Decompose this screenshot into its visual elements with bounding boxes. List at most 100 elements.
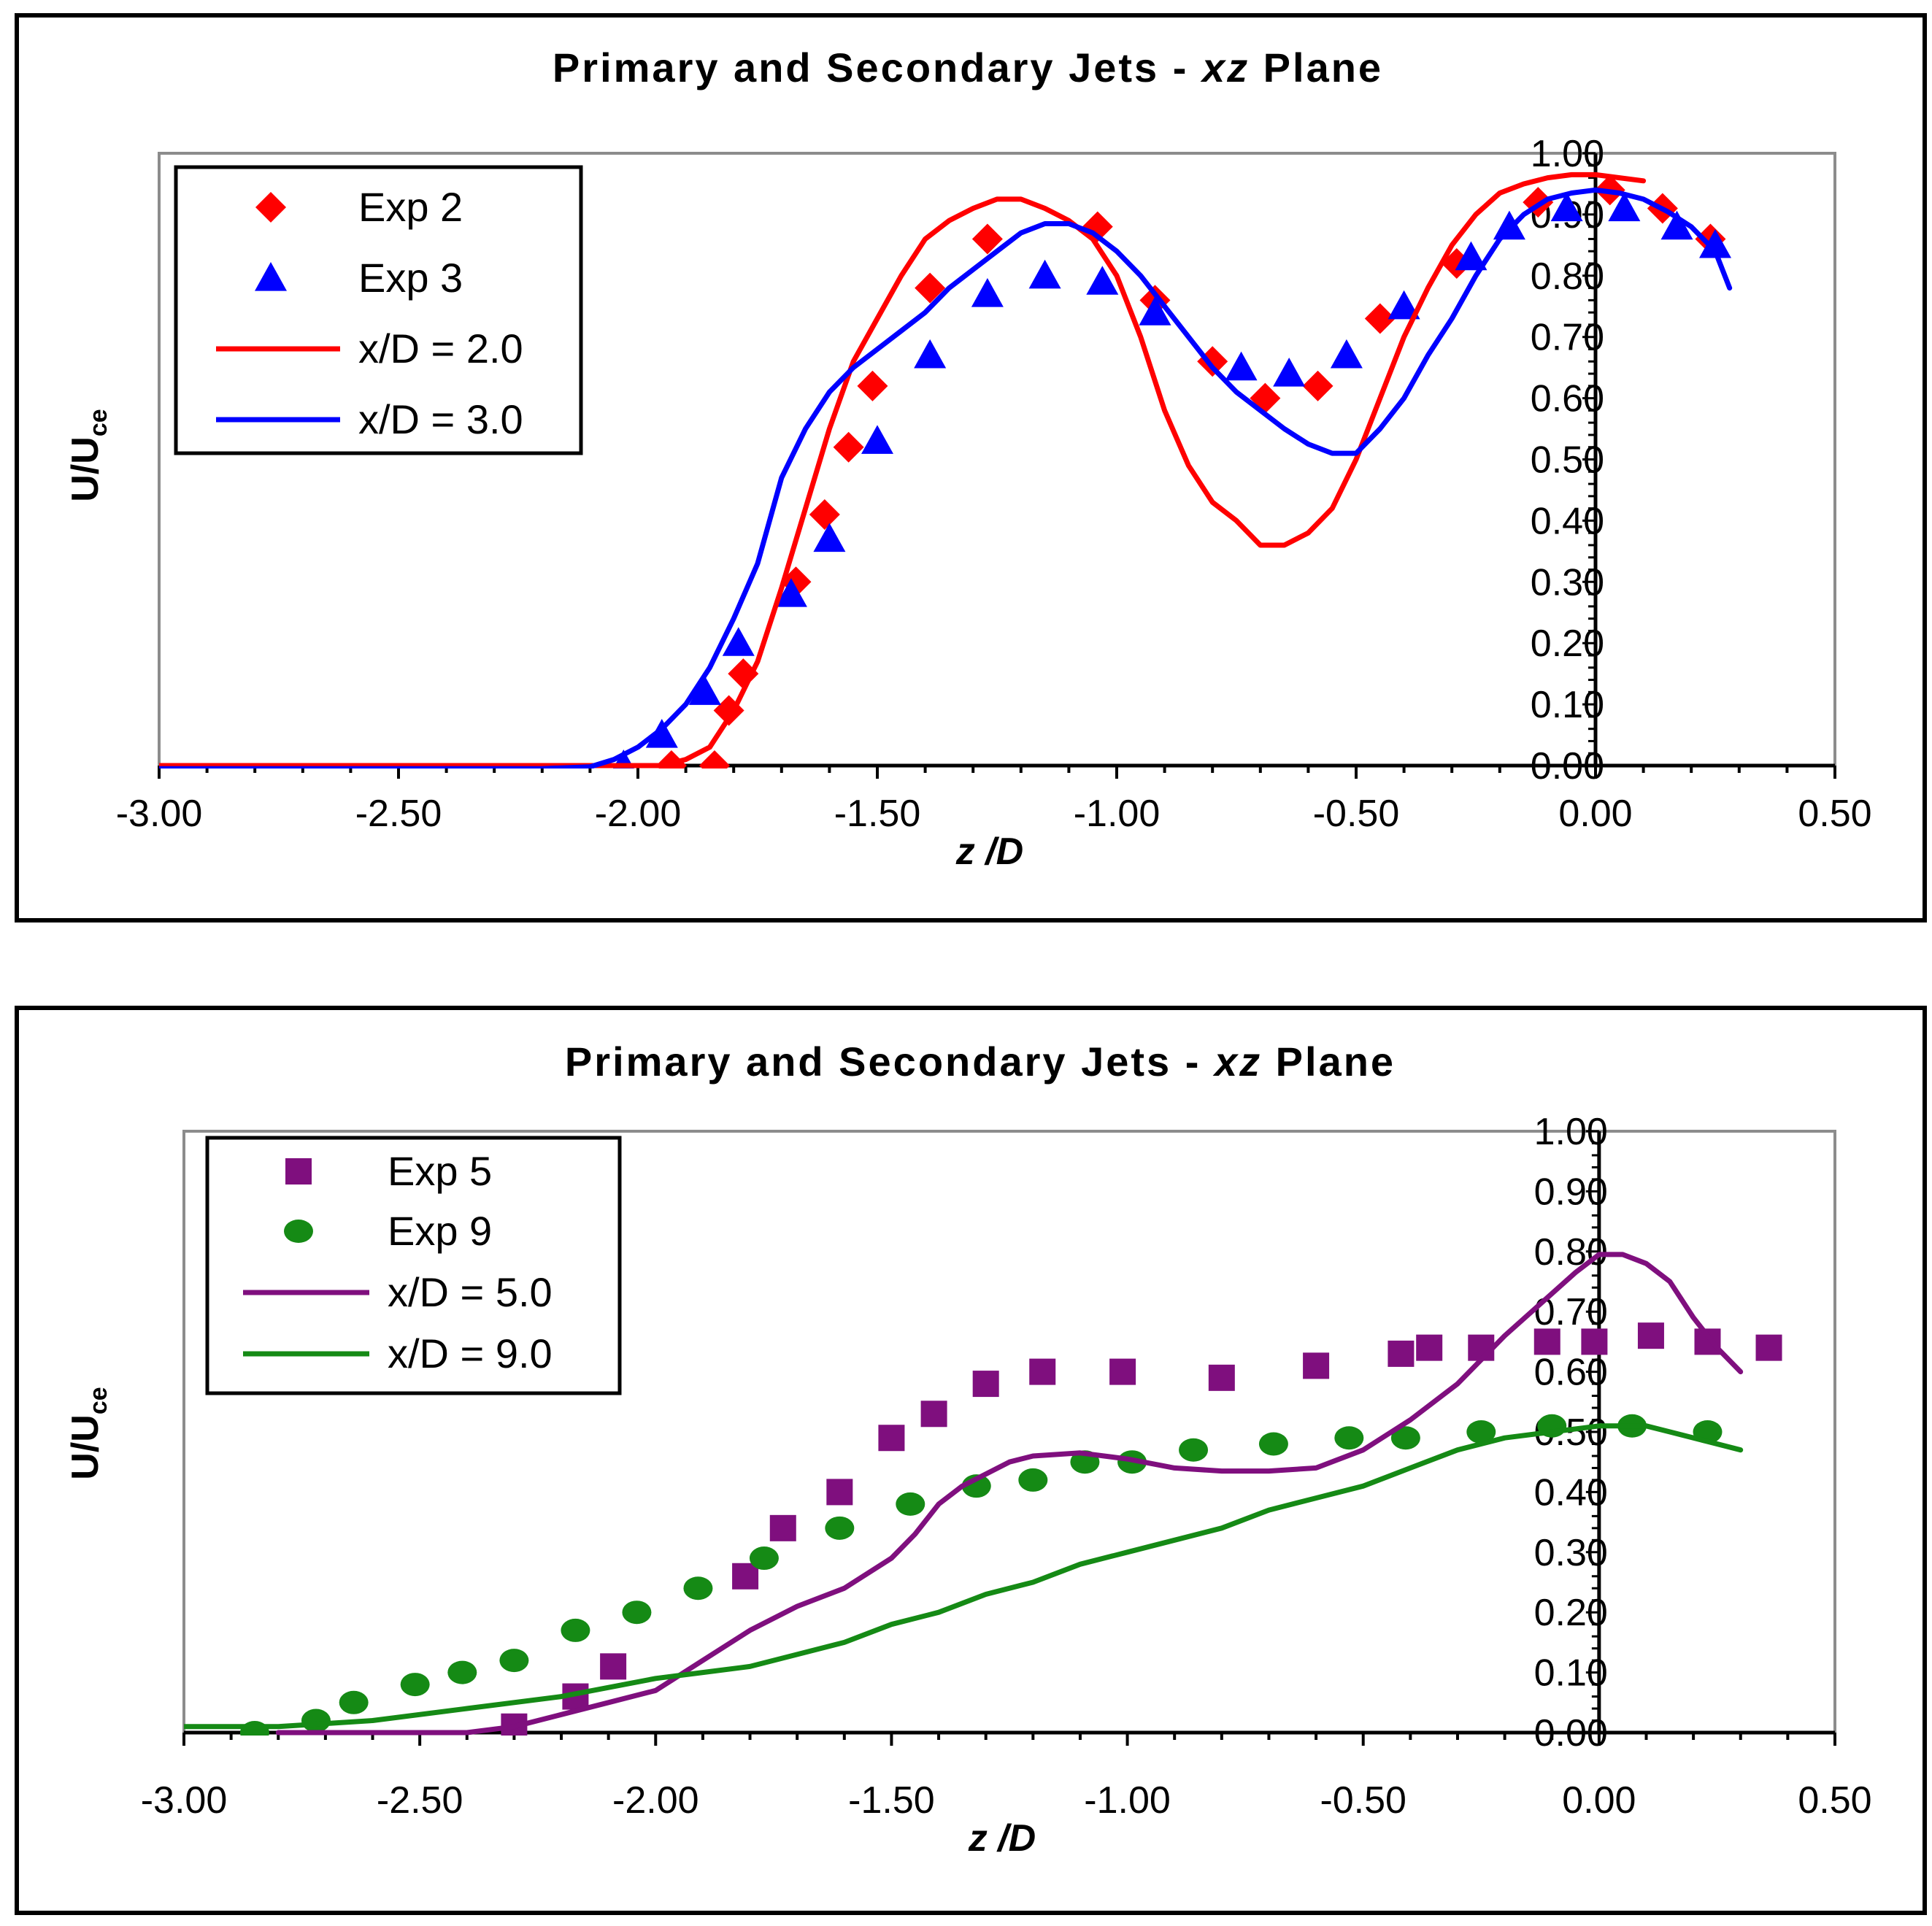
x-tick-label: -1.50 <box>848 1779 935 1822</box>
y-tick-label: 0.60 <box>1534 1352 1608 1394</box>
data-point-exp-3 <box>971 277 1004 307</box>
data-point-exp-5 <box>878 1425 905 1452</box>
y-tick-label: 0.40 <box>1531 500 1604 542</box>
legend: Exp 2 Exp 3 x/D = 2.0 x/D = 3.0 <box>174 165 583 455</box>
data-point-exp-5 <box>600 1653 627 1680</box>
data-point-exp-9 <box>825 1516 855 1540</box>
data-point-exp-5 <box>1208 1364 1235 1391</box>
data-point-exp-5 <box>1755 1334 1782 1361</box>
data-point-exp-3 <box>1388 290 1420 320</box>
y-tick-label: 0.10 <box>1531 684 1604 726</box>
y-tick-label: 1.00 <box>1531 133 1604 175</box>
data-point-exp-3 <box>1608 192 1641 222</box>
y-tick-label: 0.70 <box>1531 317 1604 359</box>
data-point-exp-9 <box>683 1576 713 1600</box>
data-point-exp-3 <box>1225 351 1258 381</box>
y-axis-label-sub: ce <box>85 409 112 436</box>
x-tick-label: 0.50 <box>1798 793 1871 835</box>
series-line-x-d-3-0 <box>159 187 1733 769</box>
legend-box <box>205 1136 622 1395</box>
y-tick-label: 0.00 <box>1531 745 1604 787</box>
data-point-exp-3 <box>722 627 755 656</box>
data-point-exp-5 <box>1533 1328 1560 1355</box>
legend-label: x/D = 3.0 <box>358 396 523 442</box>
data-point-exp-5 <box>1637 1322 1664 1349</box>
chart-title: Primary and Secondary Jets - xz Plane <box>553 45 1383 90</box>
x-tick-label: -2.50 <box>355 793 442 835</box>
data-point-exp-2 <box>1364 303 1396 334</box>
data-point-exp-5 <box>1303 1352 1330 1379</box>
chart-panel-top: Primary and Secondary Jets - xz Plane -3.… <box>15 13 1927 922</box>
data-point-exp-2 <box>971 223 1003 255</box>
y-axis-label-main: U/U <box>64 1414 107 1480</box>
data-point-exp-3 <box>1086 266 1119 295</box>
y-axis-label: U/Uce <box>64 409 112 501</box>
x-tick-label: -2.00 <box>595 793 682 835</box>
legend-label: Exp 3 <box>358 255 463 301</box>
data-point-exp-9 <box>561 1618 590 1642</box>
data-point-exp-3 <box>1273 358 1306 387</box>
data-point-exp-9 <box>339 1690 369 1714</box>
data-point-exp-3 <box>914 339 947 369</box>
data-point-exp-5 <box>1416 1334 1443 1361</box>
series-group <box>159 172 1733 769</box>
chart-panel-bottom: Primary and Secondary Jets - xz Plane -3.… <box>15 1006 1927 1915</box>
y-tick-label: 0.20 <box>1531 623 1604 665</box>
legend-label: Exp 2 <box>358 184 463 230</box>
x-tick-label: -0.50 <box>1313 793 1400 835</box>
data-point-exp-9 <box>447 1660 477 1684</box>
series-line-x-d-5-0 <box>275 1252 1744 1736</box>
data-point-exp-2 <box>857 370 888 401</box>
data-point-exp-2 <box>1302 370 1333 401</box>
data-point-exp-9 <box>896 1492 925 1516</box>
data-point-exp-3 <box>688 676 721 705</box>
data-point-exp-5 <box>1029 1358 1056 1385</box>
x-tick-label: 0.00 <box>1562 1779 1636 1822</box>
data-point-exp-2 <box>915 272 946 304</box>
x-tick-label: -1.50 <box>834 793 921 835</box>
legend-box <box>174 165 583 455</box>
x-tick-label: -1.00 <box>1074 793 1161 835</box>
data-point-exp-3 <box>1699 228 1731 258</box>
data-point-exp-9 <box>301 1709 331 1733</box>
data-point-exp-2 <box>728 658 759 690</box>
data-point-exp-3 <box>1493 210 1525 240</box>
legend-label: x/D = 9.0 <box>388 1330 553 1376</box>
data-point-exp-3 <box>1660 210 1693 240</box>
y-tick-label: 0.20 <box>1534 1592 1608 1634</box>
chart-title-suffix: Plane <box>1262 1039 1396 1085</box>
data-point-exp-2 <box>698 750 730 769</box>
data-point-exp-9 <box>1179 1438 1209 1462</box>
x-tick-label: -1.00 <box>1084 1779 1171 1822</box>
y-tick-label: 0.30 <box>1534 1532 1608 1574</box>
data-point-exp-5 <box>769 1514 796 1541</box>
legend-marker-exp-3 <box>255 262 287 291</box>
data-point-exp-3 <box>1455 241 1488 271</box>
data-point-exp-5 <box>1581 1328 1608 1355</box>
data-point-exp-9 <box>1018 1468 1048 1492</box>
data-point-exp-2 <box>809 499 840 531</box>
data-point-exp-5 <box>732 1563 759 1590</box>
legend-marker-exp-5 <box>285 1158 312 1185</box>
chart-title-italic: xz <box>1200 45 1250 90</box>
y-axis-label-main: U/U <box>64 436 107 502</box>
legend-marker-exp-2 <box>255 192 286 223</box>
data-point-exp-3 <box>861 425 893 454</box>
series-group <box>184 1252 1782 1736</box>
data-point-exp-3 <box>1028 259 1061 289</box>
y-tick-label: 0.30 <box>1531 561 1604 604</box>
y-tick-label: 0.00 <box>1534 1712 1608 1754</box>
data-point-exp-9 <box>499 1649 529 1673</box>
data-point-exp-9 <box>1390 1426 1420 1450</box>
x-axis-label: z /D <box>955 831 1023 873</box>
y-tick-label: 0.50 <box>1531 439 1604 482</box>
y-tick-label: 0.80 <box>1534 1231 1608 1274</box>
x-tick-label: 0.50 <box>1798 1779 1871 1822</box>
data-point-exp-3 <box>645 719 678 748</box>
x-tick-label: -3.00 <box>116 793 203 835</box>
data-point-exp-5 <box>972 1371 999 1398</box>
data-point-exp-9 <box>1466 1420 1496 1444</box>
data-point-exp-5 <box>1109 1358 1136 1385</box>
legend-marker-exp-9 <box>284 1220 313 1243</box>
data-point-exp-3 <box>813 523 846 552</box>
